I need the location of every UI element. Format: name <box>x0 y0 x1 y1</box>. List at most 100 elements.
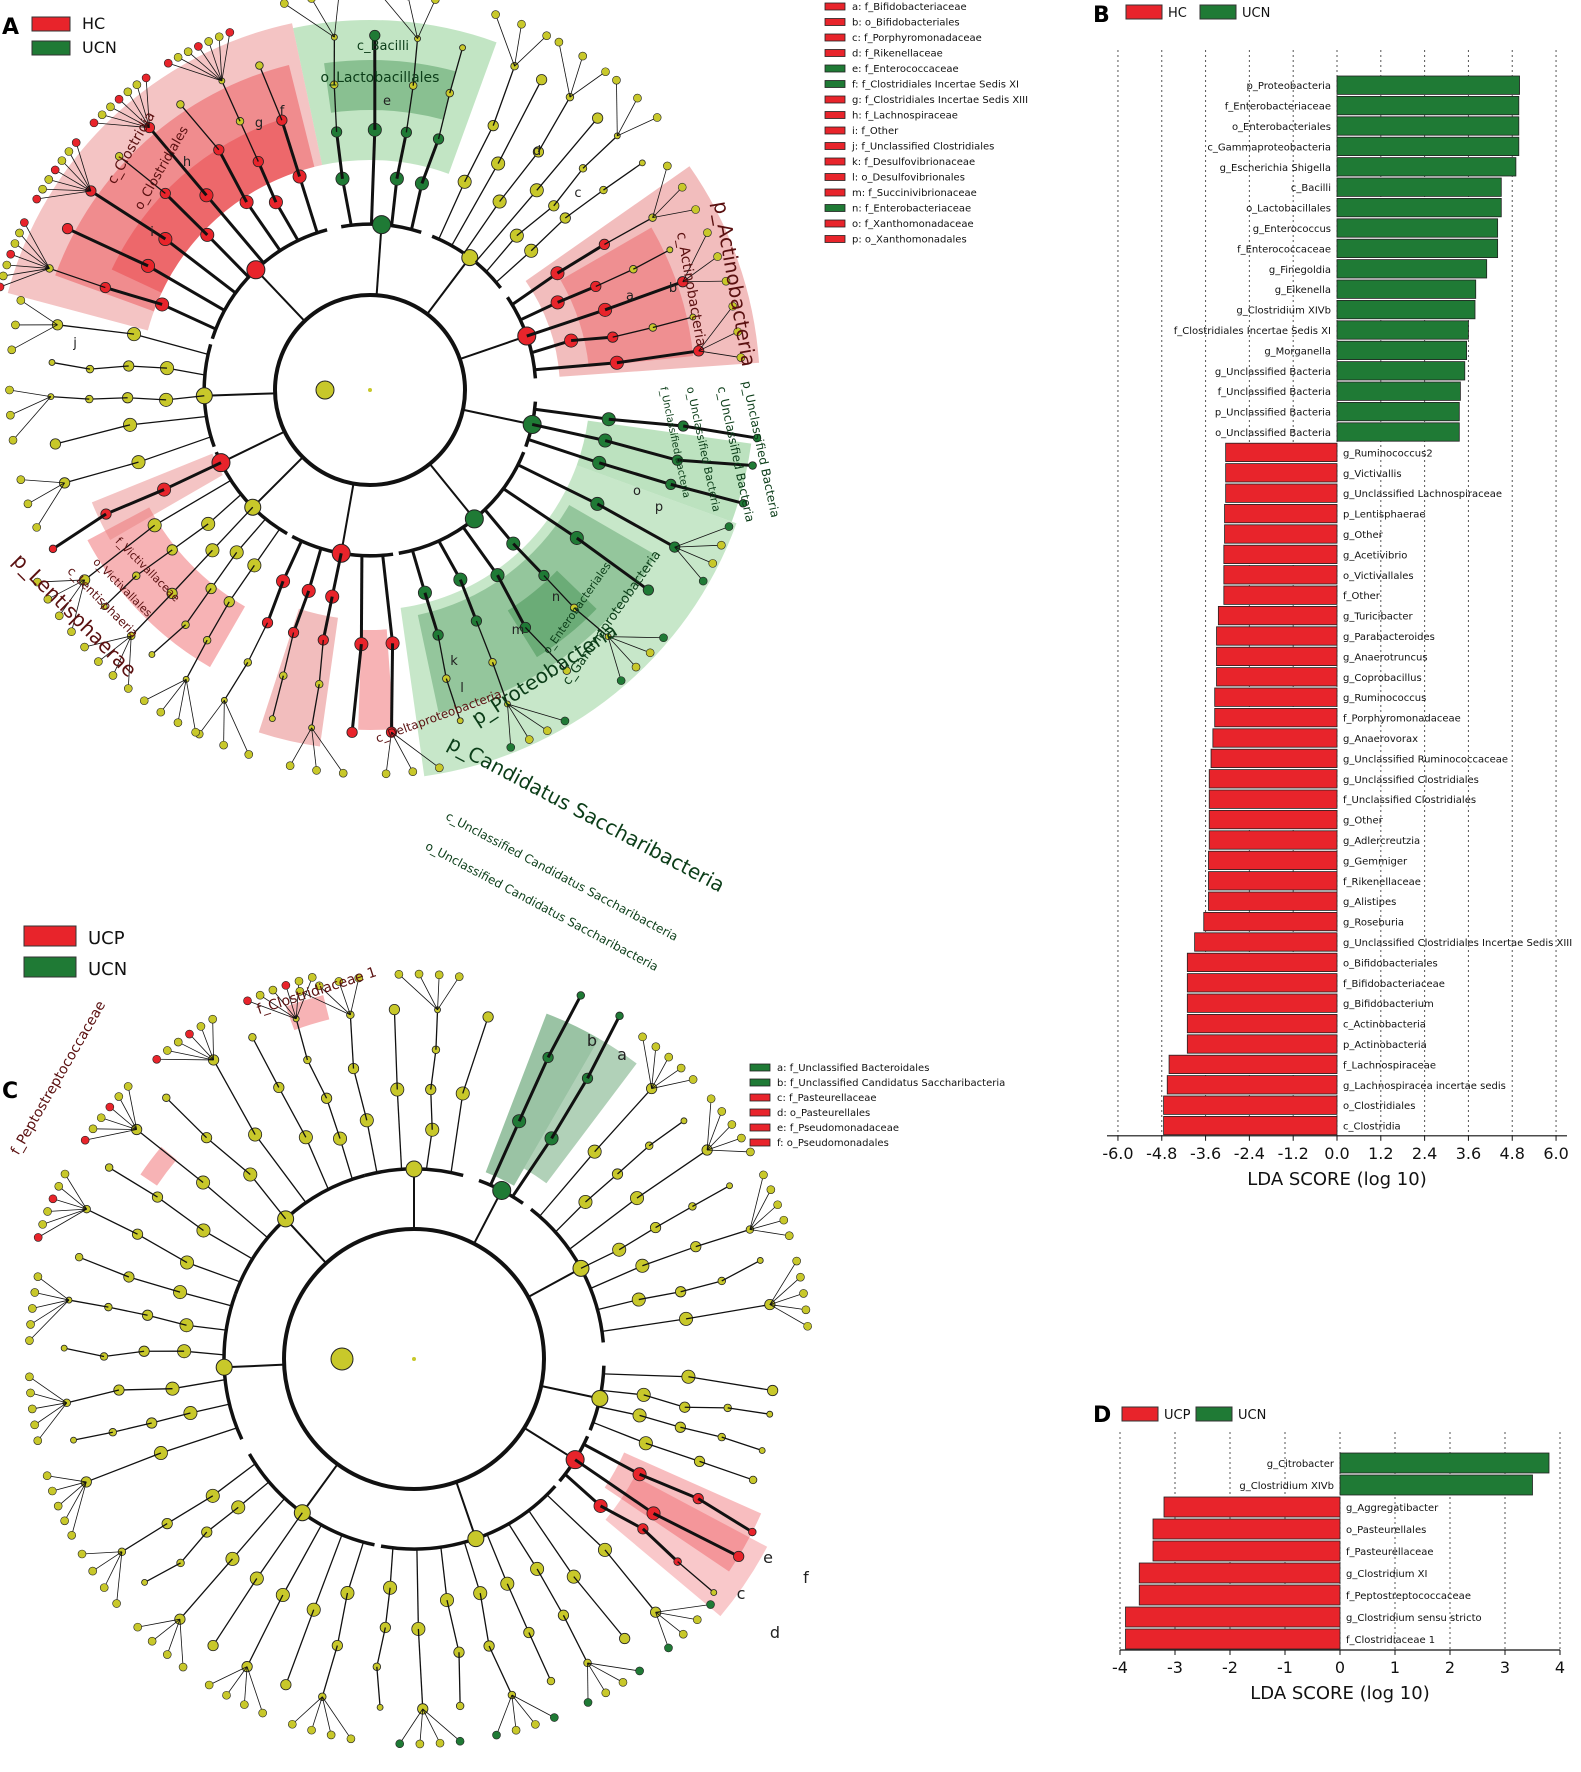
branch-line <box>325 1098 341 1139</box>
taxon-node <box>48 544 58 554</box>
leaf-line <box>706 1124 733 1151</box>
lda-bar <box>1138 1584 1341 1606</box>
branch-line <box>221 80 241 122</box>
leaf-node <box>222 1690 231 1700</box>
label-o-lactobacillales: o_Lactobacillales <box>321 70 440 86</box>
lda-legend-swatch-hc <box>1125 4 1163 20</box>
leaf-line <box>29 1299 70 1341</box>
branch-line <box>306 1059 328 1099</box>
branch-line <box>128 365 168 369</box>
phylum-node <box>211 453 231 473</box>
leaf-node <box>543 726 552 736</box>
lda-bar-label: o_Bifidobacteriales <box>1343 958 1438 969</box>
panel-a-key-swatch <box>824 64 846 73</box>
leaf-line <box>198 46 223 82</box>
leaf-line <box>118 1096 137 1130</box>
leaf-node <box>737 1133 746 1143</box>
panel-c-key-swatch <box>749 1138 771 1147</box>
leaf-line <box>496 1694 513 1736</box>
leaf-node <box>724 522 734 531</box>
leaf-node <box>280 0 289 8</box>
leaf-node <box>431 0 440 4</box>
branch-line <box>562 1614 589 1664</box>
leaf-line <box>48 179 91 192</box>
taxon-node <box>176 100 185 109</box>
branch-line <box>253 528 281 566</box>
leaf-line <box>75 142 92 192</box>
branch-line <box>440 1547 448 1601</box>
phylum-node <box>572 1259 590 1277</box>
leaf-node <box>295 987 305 996</box>
leaf-node <box>692 1615 702 1625</box>
leaf-node <box>395 1739 405 1749</box>
taxon-node <box>141 1579 148 1586</box>
branch-line <box>307 547 323 592</box>
leaf-line <box>333 0 339 38</box>
leaf-node <box>97 110 107 120</box>
leaf-line <box>311 1696 323 1731</box>
branch-line <box>157 1196 204 1231</box>
panel-a-key-entry: g: f_Clostridiales Incertae Sedis XIII <box>852 95 1028 106</box>
taxon-node <box>710 1589 718 1596</box>
leaf-node <box>204 1680 214 1690</box>
branch-line <box>66 227 149 268</box>
branch-line <box>147 264 226 312</box>
leaf-line <box>507 703 512 748</box>
branch-line <box>597 1298 639 1311</box>
lda-bar-label: g_Coprobacillus <box>1343 673 1422 684</box>
branch-line <box>430 1089 433 1130</box>
clade-letter-f: f <box>280 104 285 119</box>
leaf-node <box>173 1037 183 1047</box>
branch-line <box>396 1089 403 1170</box>
lda-bar <box>1208 871 1338 891</box>
leaf-node <box>633 93 642 103</box>
lda-bar <box>1216 667 1338 687</box>
leaf-node <box>408 767 418 777</box>
leaf-line <box>674 546 713 564</box>
branch-line <box>527 437 600 465</box>
leaf-line <box>218 36 223 81</box>
lda-bar <box>1224 503 1338 524</box>
x-tick-label: 4 <box>1555 1658 1565 1677</box>
lda-bar-label: g_Unclassified Ruminococcaceae <box>1343 754 1508 765</box>
branch-line <box>557 285 597 304</box>
leaf-node <box>454 972 464 981</box>
leaf-node <box>185 1029 194 1039</box>
leaf-line <box>511 1694 555 1718</box>
leaf-node <box>773 1200 782 1210</box>
branch-line <box>395 132 408 180</box>
leaf-node <box>285 761 295 771</box>
leaf-line <box>321 1696 352 1740</box>
x-tick-label: -6.0 <box>1102 1144 1133 1163</box>
branch-line <box>212 1578 258 1646</box>
branch-line <box>217 149 248 203</box>
branch-line <box>172 1379 226 1390</box>
leaf-line <box>569 71 606 98</box>
lda-bar <box>1208 769 1338 789</box>
branch-line <box>258 65 283 121</box>
branch-line <box>648 1120 685 1147</box>
branch-line <box>438 181 466 240</box>
branch-line <box>89 397 128 400</box>
x-axis-title: LDA SCORE (log 10) <box>1247 1169 1426 1190</box>
leaf-line <box>311 727 317 771</box>
leaf-line <box>507 703 548 732</box>
branch-line <box>206 601 230 641</box>
branch-line <box>524 627 568 672</box>
leaf-node <box>803 1321 812 1331</box>
leaf-line <box>0 268 50 288</box>
leaf-line <box>338 981 351 1015</box>
clade-highlight-sector <box>91 453 223 540</box>
branch-line <box>491 662 509 705</box>
branch-line <box>573 1576 626 1639</box>
leaf-node <box>54 1181 64 1191</box>
leaf-line <box>208 41 223 81</box>
taxon-node <box>649 1221 662 1234</box>
branch-line <box>458 579 478 622</box>
clade-highlight-sector <box>485 1013 599 1186</box>
leaf-node <box>664 1643 673 1653</box>
branch-line <box>604 280 684 312</box>
branch-line <box>171 549 213 594</box>
branch-line <box>523 1427 576 1461</box>
x-axis-title: LDA SCORE (log 10) <box>1250 1683 1429 1704</box>
